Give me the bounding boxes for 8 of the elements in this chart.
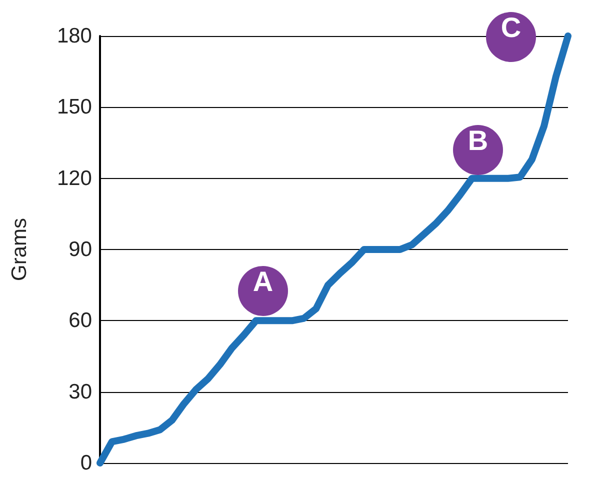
y-tick-label: 90 — [68, 238, 92, 261]
y-axis-title: Grams — [8, 218, 31, 281]
y-tick-label: 150 — [56, 96, 92, 119]
y-tick-label: 120 — [56, 166, 92, 190]
y-tick-label: 60 — [68, 309, 92, 332]
y-tick-label: 180 — [56, 24, 92, 48]
y-tick-label: 0 — [80, 452, 92, 474]
y-tick-label: 30 — [68, 380, 92, 404]
